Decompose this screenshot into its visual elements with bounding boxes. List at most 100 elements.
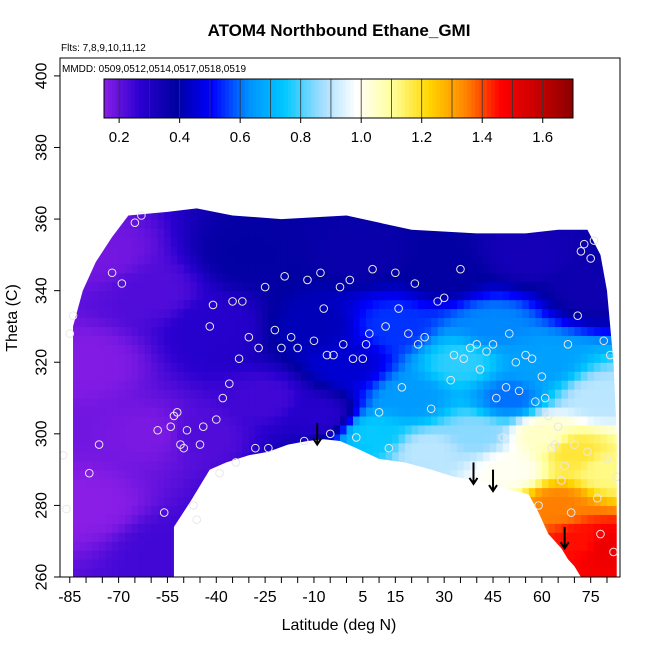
heatmap-cell — [561, 424, 569, 435]
observation-point — [544, 411, 553, 421]
heatmap-cell — [424, 254, 432, 265]
heatmap-cell — [313, 406, 322, 417]
observation-point — [208, 300, 218, 310]
heatmap-cell — [366, 424, 374, 435]
heatmap-cell — [600, 460, 608, 471]
heatmap-cell — [392, 389, 400, 399]
heatmap-cell — [203, 353, 211, 363]
heatmap-cell — [483, 281, 491, 292]
heatmap-cell — [125, 460, 133, 471]
heatmap-cell — [476, 353, 484, 363]
heatmap-cell — [144, 451, 152, 462]
heatmap-cell — [222, 398, 230, 408]
heatmap-cell — [170, 210, 178, 220]
heatmap-cell — [73, 424, 81, 435]
heatmap-cell — [190, 424, 198, 435]
heatmap-cell — [554, 317, 562, 328]
heatmap-cell — [411, 263, 419, 274]
heatmap-cell — [528, 406, 536, 417]
heatmap-cell — [125, 228, 133, 238]
heatmap-cell — [261, 389, 269, 399]
heatmap-cell — [203, 362, 211, 372]
heatmap-cell — [548, 362, 556, 372]
heatmap-cell — [268, 380, 276, 390]
heatmap-cell — [177, 228, 185, 238]
plot-frame — [59, 57, 621, 578]
heatmap-cell — [463, 371, 471, 381]
heatmap-cell — [222, 442, 230, 453]
heatmap-cell — [235, 406, 243, 417]
heatmap-cell — [307, 219, 315, 229]
heatmap-cell — [346, 380, 354, 390]
x-tick-label: -25 — [254, 589, 277, 606]
colorbar-swatch — [354, 79, 359, 118]
heatmap-cell — [509, 308, 517, 319]
heatmap-cell — [535, 362, 543, 372]
heatmap-cell — [307, 290, 315, 301]
heatmap-cell — [255, 308, 263, 319]
heatmap-cell — [79, 541, 87, 551]
heatmap-cell — [287, 308, 296, 319]
heatmap-cell — [255, 290, 263, 301]
heatmap-cell — [229, 308, 237, 319]
colorbar-swatch — [209, 79, 214, 118]
colorbar-swatch — [279, 79, 285, 118]
heatmap-cell — [353, 308, 361, 319]
heatmap-cell — [528, 460, 536, 471]
heatmap-cell — [535, 415, 543, 426]
heatmap-cell — [151, 371, 159, 381]
heatmap-cell — [496, 478, 504, 489]
heatmap-cell — [242, 424, 250, 435]
heatmap-cell — [502, 380, 510, 390]
heatmap-cell — [437, 460, 445, 471]
heatmap-cell — [554, 398, 562, 408]
heatmap-cell — [489, 380, 497, 390]
heatmap-cell — [131, 451, 139, 462]
heatmap-cell — [294, 344, 302, 354]
heatmap-cell — [203, 281, 211, 292]
heatmap-cell — [502, 424, 510, 435]
heatmap-cell — [86, 532, 94, 542]
heatmap-cell — [190, 344, 198, 354]
heatmap-cell — [138, 532, 146, 542]
heatmap-cell — [437, 236, 445, 247]
heatmap-cell — [522, 451, 530, 462]
heatmap-cell — [242, 415, 250, 426]
heatmap-cell — [463, 236, 471, 247]
heatmap-cell — [157, 326, 165, 336]
observation-point — [439, 293, 449, 303]
heatmap-cell — [593, 245, 602, 256]
observation-point — [540, 393, 550, 403]
heatmap-cell — [183, 389, 191, 399]
heatmap-cell — [561, 514, 569, 524]
heatmap-cell — [502, 245, 510, 256]
observation-point — [505, 329, 514, 338]
heatmap-cell — [79, 505, 87, 515]
heatmap-cell — [587, 245, 595, 256]
heatmap-cell — [405, 424, 413, 435]
heatmap-cell — [574, 245, 582, 256]
observation-point — [456, 264, 465, 274]
heatmap-cell — [144, 532, 152, 542]
heatmap-cell — [593, 380, 602, 390]
heatmap-cell — [242, 362, 250, 372]
heatmap-cell — [476, 451, 484, 462]
heatmap-cell — [196, 451, 204, 462]
heatmap-cell — [157, 299, 165, 310]
colorbar-swatch — [311, 79, 316, 118]
heatmap-cell — [333, 228, 341, 238]
heatmap-cell — [112, 335, 120, 345]
colorbar-swatch — [569, 79, 574, 118]
heatmap-cell — [157, 442, 165, 453]
heatmap-cell — [79, 308, 87, 319]
heatmap-cell — [261, 344, 269, 354]
heatmap-cell — [450, 290, 458, 301]
observation-point — [159, 508, 169, 517]
heatmap-cell — [593, 514, 602, 524]
heatmap-cell — [118, 398, 126, 408]
heatmap-cell — [157, 281, 165, 292]
heatmap-cell — [112, 398, 120, 408]
heatmap-cell — [242, 389, 250, 399]
observation-point — [514, 386, 524, 396]
heatmap-cell — [398, 451, 406, 462]
